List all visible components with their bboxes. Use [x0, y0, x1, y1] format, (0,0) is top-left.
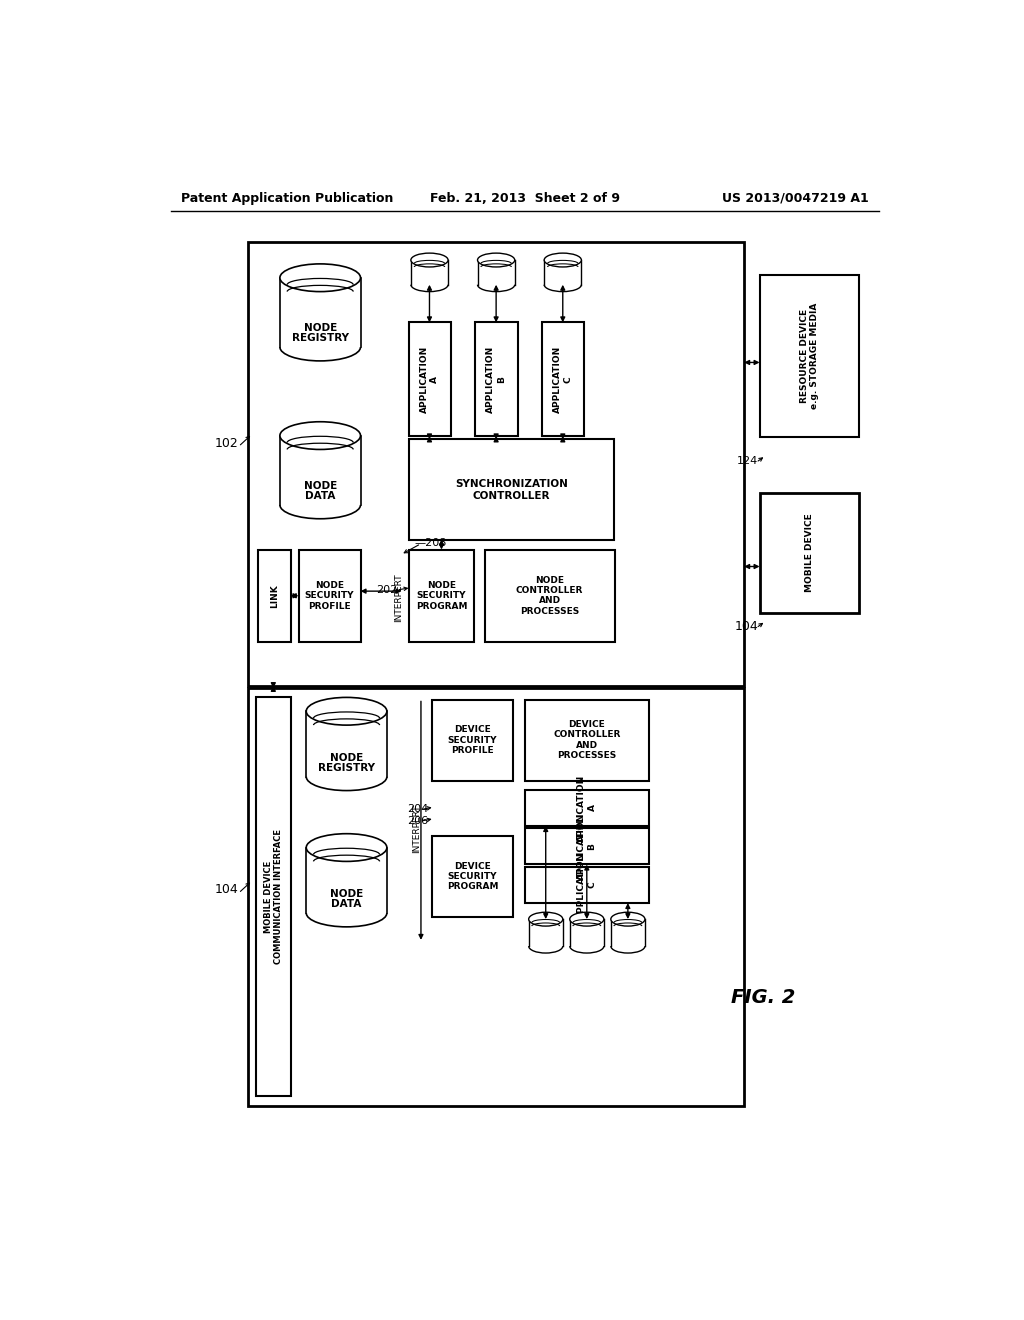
Text: Patent Application Publication: Patent Application Publication — [180, 191, 393, 205]
Ellipse shape — [528, 912, 563, 927]
Bar — [760, 494, 859, 612]
Text: FIG. 2: FIG. 2 — [731, 989, 796, 1007]
Text: REGISTRY: REGISTRY — [318, 763, 375, 772]
Text: 124: 124 — [737, 455, 758, 466]
Ellipse shape — [306, 834, 387, 862]
Bar — [524, 867, 649, 903]
Bar — [542, 322, 585, 437]
Bar — [528, 919, 563, 946]
Ellipse shape — [280, 422, 360, 450]
Ellipse shape — [411, 253, 449, 267]
Text: 202: 202 — [377, 585, 397, 594]
Bar — [432, 700, 513, 780]
Bar — [475, 322, 518, 437]
Bar — [524, 700, 649, 780]
Bar — [569, 919, 604, 946]
Text: APPLICATION
B: APPLICATION B — [486, 346, 506, 413]
Text: NODE
SECURITY
PROGRAM: NODE SECURITY PROGRAM — [416, 581, 467, 611]
Bar — [306, 847, 387, 913]
Bar — [411, 260, 449, 285]
Text: NODE
SECURITY
PROFILE: NODE SECURITY PROFILE — [305, 581, 354, 611]
Bar — [524, 829, 649, 865]
Ellipse shape — [477, 253, 515, 267]
Bar — [258, 549, 291, 642]
Text: NODE: NODE — [330, 890, 364, 899]
Text: NODE
CONTROLLER
AND
PROCESSES: NODE CONTROLLER AND PROCESSES — [516, 576, 584, 616]
Text: —208: —208 — [415, 539, 447, 548]
Text: 102: 102 — [214, 437, 238, 450]
Bar — [409, 322, 452, 437]
Bar — [544, 260, 582, 285]
Ellipse shape — [306, 697, 387, 725]
Text: NODE: NODE — [330, 752, 364, 763]
Text: REGISTRY: REGISTRY — [292, 333, 349, 343]
Bar — [477, 260, 515, 285]
Text: DEVICE
SECURITY
PROFILE: DEVICE SECURITY PROFILE — [447, 725, 498, 755]
Text: APPLICATION
C: APPLICATION C — [578, 851, 597, 919]
Bar — [248, 688, 744, 1106]
Bar — [248, 242, 744, 686]
Text: APPLICATION
A: APPLICATION A — [578, 775, 597, 842]
Text: INTERPERT: INTERPERT — [394, 573, 403, 622]
Bar — [280, 277, 360, 347]
Text: Feb. 21, 2013  Sheet 2 of 9: Feb. 21, 2013 Sheet 2 of 9 — [430, 191, 620, 205]
Ellipse shape — [544, 253, 582, 267]
Text: MOBILE DEVICE: MOBILE DEVICE — [805, 513, 814, 593]
Ellipse shape — [611, 912, 645, 927]
Text: 104: 104 — [214, 883, 238, 896]
Text: APPLICATION
A: APPLICATION A — [420, 346, 439, 413]
Text: NODE: NODE — [303, 323, 337, 333]
Text: NODE: NODE — [303, 480, 337, 491]
Text: RESOURCE DEVICE
e.g. STORAGE MEDIA: RESOURCE DEVICE e.g. STORAGE MEDIA — [800, 304, 819, 409]
Text: DEVICE
CONTROLLER
AND
PROCESSES: DEVICE CONTROLLER AND PROCESSES — [553, 719, 621, 760]
Bar — [611, 919, 645, 946]
Text: 104: 104 — [734, 620, 758, 634]
Bar — [256, 697, 291, 1096]
Text: APPLICATION
C: APPLICATION C — [553, 346, 572, 413]
Text: INTERPERT: INTERPERT — [412, 804, 421, 853]
Bar — [409, 549, 474, 642]
Text: APPLICATION
B: APPLICATION B — [578, 813, 597, 880]
Bar — [280, 436, 360, 506]
Text: LINK: LINK — [270, 583, 279, 607]
Bar — [524, 789, 649, 826]
Bar — [409, 440, 614, 540]
Text: 206: 206 — [408, 816, 429, 825]
Text: DATA: DATA — [332, 899, 361, 909]
Text: DATA: DATA — [305, 491, 336, 500]
Ellipse shape — [280, 264, 360, 292]
Text: MOBILE DEVICE
COMMUNICATION INTERFACE: MOBILE DEVICE COMMUNICATION INTERFACE — [263, 829, 283, 965]
Text: SYNCHRONIZATION: SYNCHRONIZATION — [455, 479, 567, 490]
Bar — [432, 836, 513, 917]
Text: CONTROLLER: CONTROLLER — [472, 491, 550, 500]
Bar — [299, 549, 360, 642]
Text: US 2013/0047219 A1: US 2013/0047219 A1 — [722, 191, 869, 205]
Text: 204: 204 — [408, 804, 429, 814]
Text: DEVICE
SECURITY
PROGRAM: DEVICE SECURITY PROGRAM — [446, 862, 499, 891]
Ellipse shape — [569, 912, 604, 927]
Bar — [306, 711, 387, 776]
Bar — [760, 276, 859, 437]
Bar — [484, 549, 614, 642]
